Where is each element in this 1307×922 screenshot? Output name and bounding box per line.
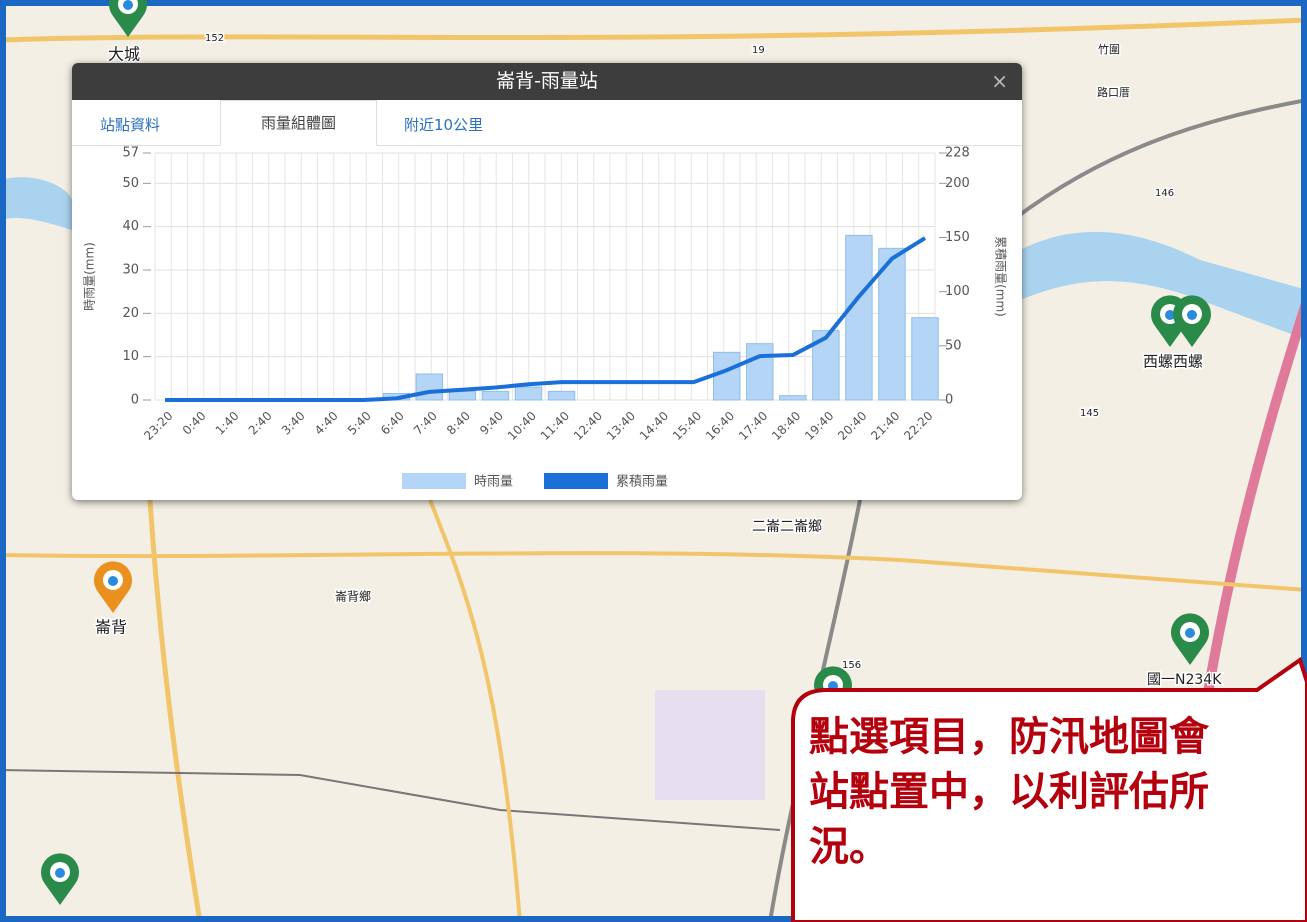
screen: 大城崙背崙背鄉二崙二崙鄉西螺西螺國一N234K竹圍路口厝152191561451…: [0, 0, 1307, 922]
map-label: 西螺西螺: [1143, 353, 1203, 371]
y-tick-label: 57: [122, 146, 139, 161]
bar: [416, 374, 442, 400]
x-tick-label: 23:20: [141, 409, 175, 443]
bar: [548, 391, 574, 400]
pin-drop: [108, 576, 118, 586]
map-label: 152: [205, 33, 224, 44]
map-label: 崙背鄉: [335, 590, 371, 604]
y2-tick-label: 150: [945, 230, 970, 245]
x-tick-label: 7:40: [411, 409, 440, 438]
y-tick-label: 40: [122, 219, 139, 234]
bar: [912, 318, 938, 400]
popup-header: 崙背-雨量站 ×: [72, 63, 1022, 100]
y2-tick-label: 50: [945, 338, 962, 353]
bar: [449, 391, 475, 400]
popup-title: 崙背-雨量站: [72, 63, 1022, 100]
callout-text: 站點置中，以利評估所: [809, 769, 1209, 815]
bar: [515, 387, 541, 400]
pin-drop: [1185, 628, 1195, 638]
x-tick-label: 22:20: [901, 409, 935, 443]
close-button[interactable]: ×: [991, 63, 1008, 100]
x-tick-label: 1:40: [213, 409, 242, 438]
x-tick-label: 10:40: [505, 409, 539, 443]
tab-active[interactable]: 雨量組體圖: [220, 100, 377, 146]
y-axis-title: 時雨量(mm): [83, 242, 97, 311]
y2-tick-label: 100: [945, 284, 970, 299]
chart: 0 10 20 30 40 50 57 0 50 100 150 200 228 時雨量(mm) 累積雨量(…: [72, 145, 1022, 500]
y2-axis-title: 累積雨量(mm): [994, 236, 1009, 317]
x-tick-label: 13:40: [604, 409, 638, 443]
x-tick-label: 21:40: [868, 409, 902, 443]
x-tick-label: 16:40: [703, 409, 737, 443]
x-tick-label: 20:40: [835, 409, 869, 443]
map-label: 竹圍: [1098, 42, 1120, 56]
y-tick-label: 30: [122, 263, 139, 278]
legend-label: 累積雨量: [616, 475, 668, 490]
x-tick-label: 11:40: [538, 409, 572, 443]
x-tick-label: 0:40: [180, 409, 209, 438]
callout-text: 況。: [809, 824, 889, 870]
pin-drop: [1187, 310, 1197, 320]
x-tick-label: 17:40: [736, 409, 770, 443]
x-tick-label: 12:40: [571, 409, 605, 443]
map-label: 145: [1080, 408, 1099, 419]
map-label: 崙背: [95, 618, 127, 637]
pin-drop: [123, 0, 133, 10]
map-label: 二崙二崙鄉: [752, 519, 822, 535]
pin-drop: [55, 868, 65, 878]
x-tick-label: 8:40: [444, 409, 473, 438]
legend-swatch: [544, 473, 608, 489]
x-tick-label: 4:40: [312, 409, 341, 438]
legend-swatch: [402, 473, 466, 489]
map-label: 大城: [108, 45, 140, 64]
tab[interactable]: 站點資料: [100, 114, 160, 135]
x-tick-label: 9:40: [477, 409, 506, 438]
y2-tick-label: 200: [945, 176, 970, 191]
x-tick-label: 3:40: [279, 409, 308, 438]
y-tick-label: 0: [131, 393, 139, 408]
map-label: 路口厝: [1097, 86, 1130, 99]
bar: [747, 344, 773, 400]
y-tick-label: 10: [122, 349, 139, 364]
bar: [846, 235, 872, 400]
y2-tick-label: 0: [945, 393, 953, 408]
map-label: 146: [1155, 188, 1174, 199]
bar: [482, 391, 508, 400]
popup: 崙背-雨量站 × 站點資料 雨量組體圖 附近10公里 0 10 20 30 40 50 57…: [72, 63, 1022, 500]
callout-text: 點選項目，防汛地圖會: [809, 714, 1210, 760]
y-tick-label: 50: [122, 176, 139, 191]
bar: [780, 396, 806, 400]
campus: [655, 690, 765, 800]
legend-label: 時雨量: [474, 475, 513, 490]
tabs: 站點資料 雨量組體圖 附近10公里: [72, 100, 1022, 146]
bar: [714, 352, 740, 400]
x-tick-label: 2:40: [246, 409, 275, 438]
x-tick-label: 5:40: [345, 409, 374, 438]
y2-tick-label: 228: [945, 146, 970, 161]
map-label: 19: [752, 45, 765, 56]
x-tick-label: 14:40: [637, 409, 671, 443]
x-tick-label: 15:40: [670, 409, 704, 443]
tab[interactable]: 附近10公里: [404, 114, 483, 135]
x-tick-label: 19:40: [802, 409, 836, 443]
y-tick-label: 20: [122, 306, 139, 321]
x-tick-label: 6:40: [378, 409, 407, 438]
x-tick-label: 18:40: [769, 409, 803, 443]
